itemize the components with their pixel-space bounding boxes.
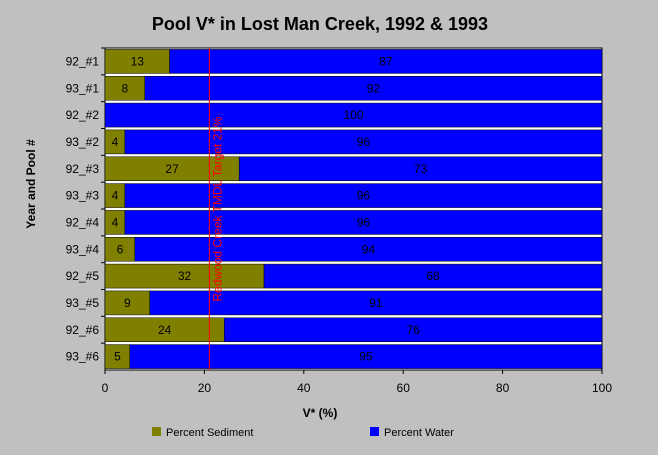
data-label: 94 [362, 242, 376, 256]
bar-segment-water [129, 344, 603, 369]
bar-segment-sediment [104, 156, 240, 181]
bar-segment-water [124, 129, 603, 155]
data-label: 5 [114, 350, 121, 364]
bar-segment-water [149, 290, 603, 316]
category-label: 92_#6 [66, 323, 100, 337]
bar-segment-sediment [104, 317, 225, 342]
data-label: 95 [359, 350, 373, 364]
bar-segment-water [169, 49, 603, 74]
category-label: 92_#3 [66, 162, 100, 176]
data-label: 68 [426, 269, 440, 283]
bar-segment-water [124, 183, 603, 208]
x-tick-label: 0 [102, 381, 109, 395]
bar-segment-water [124, 210, 603, 235]
x-tick-label: 60 [397, 381, 411, 395]
bar-segment-water [238, 156, 603, 181]
legend: Percent Sediment Percent Water [152, 427, 454, 439]
bar-segment-sediment [104, 76, 146, 101]
bar-segment-water [134, 237, 603, 262]
bar-segment-sediment [104, 290, 150, 316]
x-tick-label: 100 [592, 381, 612, 395]
category-label: 92_#4 [66, 215, 100, 229]
category-label: 93_#6 [66, 350, 100, 364]
data-label: 27 [165, 162, 179, 176]
category-label: 93_#3 [66, 189, 100, 203]
legend-swatch [370, 427, 379, 436]
bar-segment-sediment [104, 237, 136, 262]
legend-label: Percent Water [384, 427, 454, 439]
data-label: 4 [112, 215, 119, 229]
data-label: 32 [178, 269, 192, 283]
data-label: 13 [131, 54, 145, 68]
data-label: 8 [122, 81, 129, 95]
legend-swatch [152, 427, 161, 436]
bar-segment-water [144, 76, 603, 101]
x-tick-label: 80 [496, 381, 510, 395]
plot-background [104, 47, 603, 371]
data-label: 4 [112, 189, 119, 203]
legend-label: Percent Sediment [166, 427, 253, 439]
category-label: 93_#5 [66, 296, 100, 310]
data-label: 4 [112, 135, 119, 149]
category-label: 92_#1 [66, 54, 100, 68]
x-tick-label: 40 [297, 381, 311, 395]
bar-segment-water [104, 102, 603, 128]
data-label: 24 [158, 323, 172, 337]
target-label: Redwood Creek TMDL Target 21% [210, 116, 224, 302]
plot-area: 92_#1138793_#189292_#2010093_#249692_#32… [66, 47, 612, 395]
data-label: 76 [406, 323, 420, 337]
bar-segment-sediment [104, 344, 131, 369]
y-axis-title: Year and Pool # [24, 139, 38, 229]
data-label: 100 [343, 108, 363, 122]
data-label: 91 [369, 296, 383, 310]
data-label: 6 [117, 242, 124, 256]
x-tick-label: 20 [198, 381, 212, 395]
category-label: 93_#4 [66, 242, 100, 256]
data-label: 9 [124, 296, 131, 310]
chart-title: Pool V* in Lost Man Creek, 1992 & 1993 [152, 14, 488, 34]
data-label: 73 [414, 162, 428, 176]
bar-segment-sediment [104, 49, 170, 74]
x-axis-title: V* (%) [303, 406, 338, 420]
category-label: 93_#1 [66, 81, 100, 95]
data-label: 96 [357, 189, 371, 203]
category-label: 92_#5 [66, 269, 100, 283]
category-label: 93_#2 [66, 135, 100, 149]
bar-segment-sediment [104, 263, 265, 289]
category-label: 92_#2 [66, 108, 100, 122]
data-label: 92 [367, 81, 381, 95]
data-label: 96 [357, 135, 371, 149]
data-label: 87 [379, 54, 393, 68]
bar-segment-water [263, 263, 603, 289]
data-label: 96 [357, 215, 371, 229]
bar-segment-water [224, 317, 603, 342]
